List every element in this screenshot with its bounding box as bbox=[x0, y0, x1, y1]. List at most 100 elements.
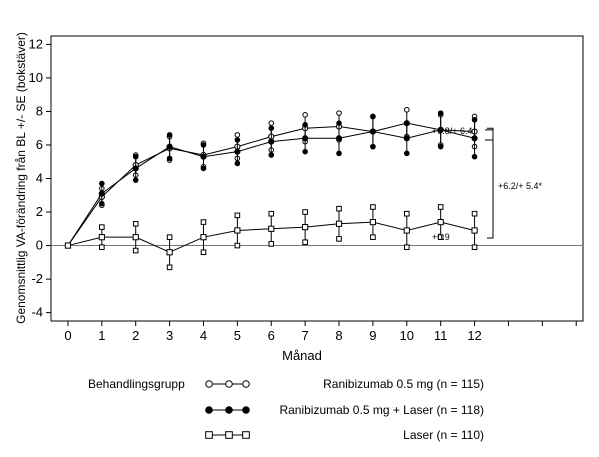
data-point bbox=[234, 242, 241, 249]
data-point bbox=[302, 224, 309, 231]
data-point bbox=[132, 153, 139, 160]
data-point bbox=[205, 431, 213, 439]
data-point bbox=[200, 142, 207, 148]
data-point bbox=[64, 242, 72, 249]
data-point bbox=[370, 204, 376, 210]
data-point bbox=[403, 106, 410, 113]
data-point bbox=[242, 406, 250, 414]
data-point bbox=[437, 143, 444, 150]
data-point bbox=[268, 138, 275, 145]
data-point bbox=[166, 143, 173, 150]
data-point bbox=[437, 234, 444, 240]
data-point bbox=[132, 234, 139, 241]
series bbox=[64, 110, 478, 249]
legend-entry: Ranibizumab 0.5 mg (n = 115) bbox=[205, 377, 484, 391]
data-point bbox=[268, 120, 275, 126]
data-point bbox=[234, 132, 241, 138]
legend: Ranibizumab 0.5 mg (n = 115) Ranibizumab … bbox=[205, 377, 484, 442]
data-point bbox=[268, 210, 275, 217]
data-point bbox=[166, 249, 173, 256]
series-layer bbox=[64, 106, 478, 271]
data-point bbox=[336, 205, 342, 212]
y-tick-label: 8 bbox=[36, 103, 43, 118]
data-point bbox=[242, 380, 250, 388]
data-point bbox=[370, 234, 376, 240]
data-point bbox=[225, 431, 233, 439]
data-point bbox=[166, 234, 173, 240]
legend-label: Ranibizumab 0.5 mg + Laser (n = 118) bbox=[279, 403, 484, 417]
data-point bbox=[166, 264, 173, 271]
legend-entry: Ranibizumab 0.5 mg + Laser (n = 118) bbox=[205, 403, 484, 417]
legend-entry: Laser (n = 110) bbox=[205, 428, 484, 442]
data-point bbox=[99, 224, 105, 230]
data-point bbox=[437, 204, 444, 210]
y-tick-label: 12 bbox=[29, 36, 43, 51]
data-point bbox=[403, 244, 410, 251]
data-point bbox=[225, 406, 233, 414]
y-tick-label: 2 bbox=[36, 204, 43, 219]
data-point bbox=[166, 132, 173, 138]
data-point bbox=[166, 155, 173, 162]
data-point bbox=[268, 225, 275, 232]
data-point bbox=[205, 406, 213, 414]
data-point bbox=[336, 110, 342, 116]
data-point bbox=[98, 234, 105, 241]
data-point bbox=[132, 220, 139, 227]
data-point bbox=[335, 135, 343, 142]
x-tick-label: 0 bbox=[64, 328, 71, 343]
x-tick-label: 9 bbox=[369, 328, 376, 343]
data-point bbox=[99, 180, 105, 187]
data-point bbox=[200, 234, 207, 241]
data-point bbox=[200, 249, 207, 256]
y-axis-label: Genomsnittlig VA-förändring från BL +/- … bbox=[14, 32, 28, 324]
data-point bbox=[335, 220, 343, 227]
data-point bbox=[471, 244, 478, 251]
x-axis-label: Månad bbox=[282, 348, 322, 363]
x-tick-label: 10 bbox=[400, 328, 414, 343]
data-point bbox=[234, 227, 241, 234]
x-tick-label: 12 bbox=[467, 328, 481, 343]
data-point bbox=[369, 128, 377, 135]
x-tick-label: 1 bbox=[98, 328, 105, 343]
data-point bbox=[205, 380, 213, 388]
legend-title: Behandlingsgrupp bbox=[88, 377, 185, 391]
x-tick-label: 6 bbox=[268, 328, 275, 343]
data-point bbox=[200, 165, 207, 172]
annotation-label: +6.8/+ 6.4 bbox=[432, 126, 473, 136]
data-point bbox=[302, 135, 309, 142]
plot-frame bbox=[50, 35, 584, 322]
data-point bbox=[98, 190, 105, 197]
data-point bbox=[437, 126, 444, 133]
data-point bbox=[200, 153, 207, 160]
data-point bbox=[234, 212, 241, 219]
data-point bbox=[403, 135, 410, 142]
data-point bbox=[369, 218, 377, 226]
data-point bbox=[99, 244, 105, 251]
data-point bbox=[403, 210, 410, 217]
data-point bbox=[268, 241, 275, 247]
legend-label: Laser (n = 110) bbox=[403, 428, 484, 442]
data-point bbox=[471, 135, 478, 142]
data-point bbox=[242, 431, 250, 439]
data-point bbox=[403, 227, 410, 234]
y-tick-label: -4 bbox=[31, 305, 43, 320]
bracket bbox=[485, 129, 494, 141]
x-tick-label: 7 bbox=[302, 328, 309, 343]
data-point bbox=[302, 122, 308, 128]
annotations-layer: +6.8/+ 6.4 +6.2/+ 5.4* +0.9 bbox=[432, 126, 543, 242]
data-point bbox=[268, 152, 275, 158]
data-point bbox=[302, 209, 308, 215]
data-point bbox=[200, 219, 207, 225]
data-point bbox=[471, 117, 478, 123]
data-point bbox=[99, 200, 105, 207]
x-tick-label: 2 bbox=[132, 328, 139, 343]
y-tick-label: 10 bbox=[29, 70, 43, 85]
data-point bbox=[403, 120, 410, 126]
x-tick-label: 11 bbox=[434, 328, 448, 343]
x-tick-label: 3 bbox=[166, 328, 173, 343]
bracket bbox=[487, 127, 494, 239]
data-point bbox=[370, 143, 376, 150]
data-point bbox=[437, 218, 444, 226]
